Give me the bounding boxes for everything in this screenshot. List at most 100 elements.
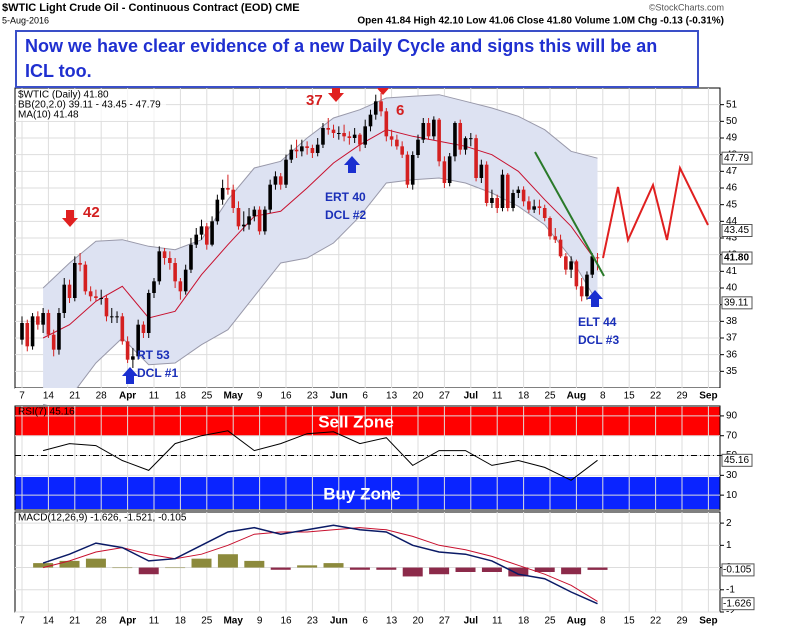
candle-body bbox=[521, 189, 526, 202]
candle-body bbox=[88, 291, 93, 297]
date-axis-bg bbox=[15, 388, 750, 404]
histogram-bar bbox=[429, 567, 450, 575]
y-tick-label: 38 bbox=[726, 316, 738, 327]
candle-body bbox=[210, 221, 214, 245]
candle-body bbox=[590, 256, 595, 275]
candle-body bbox=[437, 119, 441, 162]
y-tick-label: -1 bbox=[726, 584, 735, 595]
candle-body bbox=[352, 134, 357, 138]
x-tick-label: 25 bbox=[201, 391, 213, 402]
x-tick-label: 27 bbox=[439, 616, 451, 627]
histogram-bar bbox=[534, 567, 555, 572]
x-tick-label: 8 bbox=[600, 616, 606, 627]
x-tick-label: 8 bbox=[600, 391, 606, 402]
candle-body bbox=[120, 316, 125, 342]
candle-body bbox=[569, 261, 573, 270]
candle-body bbox=[220, 188, 225, 200]
source: ©StockCharts.com bbox=[649, 2, 724, 12]
annotation: 42 bbox=[83, 204, 100, 221]
y-tick-label: 90 bbox=[726, 411, 738, 422]
arrow-down bbox=[62, 210, 78, 227]
candle-body bbox=[442, 161, 447, 183]
candle-body bbox=[62, 284, 67, 313]
candle-body bbox=[189, 244, 193, 270]
candle-body bbox=[115, 316, 119, 318]
candle-body bbox=[125, 341, 130, 360]
x-tick-label: 14 bbox=[43, 616, 55, 627]
histogram-bar bbox=[244, 560, 265, 568]
annotation: 37 bbox=[306, 92, 323, 109]
arrow-up bbox=[344, 156, 360, 173]
x-tick-label: 18 bbox=[518, 616, 530, 627]
candle-body bbox=[527, 201, 531, 210]
candle-body bbox=[542, 208, 547, 218]
candle-body bbox=[294, 149, 299, 152]
candle-body bbox=[453, 123, 457, 157]
x-tick-label: Jul bbox=[464, 616, 479, 627]
candle-body bbox=[205, 226, 209, 245]
candle-body bbox=[168, 258, 172, 263]
histogram-bar bbox=[508, 567, 529, 577]
x-tick-label: 22 bbox=[650, 616, 662, 627]
candle-body bbox=[389, 136, 394, 140]
histogram-bar bbox=[138, 567, 159, 575]
candle-body bbox=[500, 174, 505, 208]
histogram-bar bbox=[33, 563, 54, 568]
histogram-bar bbox=[112, 567, 133, 569]
trend-line bbox=[534, 151, 605, 277]
histogram-bar bbox=[59, 560, 80, 568]
candle-body bbox=[131, 356, 135, 360]
price-marker bbox=[721, 224, 753, 237]
y-tick-label: 47 bbox=[726, 166, 738, 177]
candle-body bbox=[36, 316, 40, 325]
candle-body bbox=[152, 281, 156, 293]
annotation: DCL #3 bbox=[578, 333, 619, 347]
candle-body bbox=[395, 139, 399, 147]
candle-body bbox=[416, 139, 420, 155]
y-tick-label: 70 bbox=[726, 430, 738, 441]
x-tick-label: 11 bbox=[492, 616, 503, 627]
x-tick-label: 13 bbox=[386, 391, 398, 402]
candle-body bbox=[469, 138, 473, 140]
candle-body bbox=[236, 208, 241, 227]
candle-body bbox=[183, 269, 188, 292]
legend-entry: $WTIC (Daily) 41.80 bbox=[18, 90, 109, 101]
candle-body bbox=[484, 164, 489, 203]
histogram-bar bbox=[323, 563, 344, 568]
candle-body bbox=[490, 198, 494, 203]
value-marker-label: -1.626 bbox=[723, 598, 752, 609]
candle-body bbox=[30, 316, 35, 347]
y-tick-label: 37 bbox=[726, 333, 738, 344]
price-marker bbox=[721, 296, 753, 310]
candle-body bbox=[136, 324, 140, 357]
x-tick-label: 21 bbox=[69, 616, 81, 627]
candle-body bbox=[25, 323, 30, 347]
candle-body bbox=[257, 209, 262, 232]
candle-body bbox=[252, 209, 257, 217]
x-tick-label: 22 bbox=[650, 391, 662, 402]
candle-body bbox=[474, 138, 478, 178]
x-tick-label: Jun bbox=[330, 391, 348, 402]
candle-body bbox=[263, 209, 267, 232]
x-tick-label: 18 bbox=[518, 391, 530, 402]
forecast-line bbox=[602, 164, 709, 259]
candle-body bbox=[410, 155, 415, 185]
candle-body bbox=[342, 133, 346, 137]
x-tick-label: 29 bbox=[676, 391, 688, 402]
ma-line bbox=[42, 129, 598, 339]
candle-body bbox=[247, 216, 251, 225]
y-tick-label: 43 bbox=[726, 233, 738, 244]
x-tick-label: Apr bbox=[119, 391, 136, 402]
x-tick-label: 23 bbox=[307, 391, 319, 402]
histogram-bar bbox=[455, 567, 476, 572]
candle-body bbox=[379, 101, 383, 112]
x-tick-label: 14 bbox=[43, 391, 55, 402]
x-tick-label: 20 bbox=[412, 616, 424, 627]
price-marker-label: 43.45 bbox=[724, 225, 749, 236]
candle-body bbox=[331, 129, 336, 133]
candle-body bbox=[321, 128, 325, 145]
histogram-bar bbox=[561, 567, 582, 575]
candle-body bbox=[83, 264, 88, 292]
annotation: RT 53 bbox=[137, 348, 170, 362]
